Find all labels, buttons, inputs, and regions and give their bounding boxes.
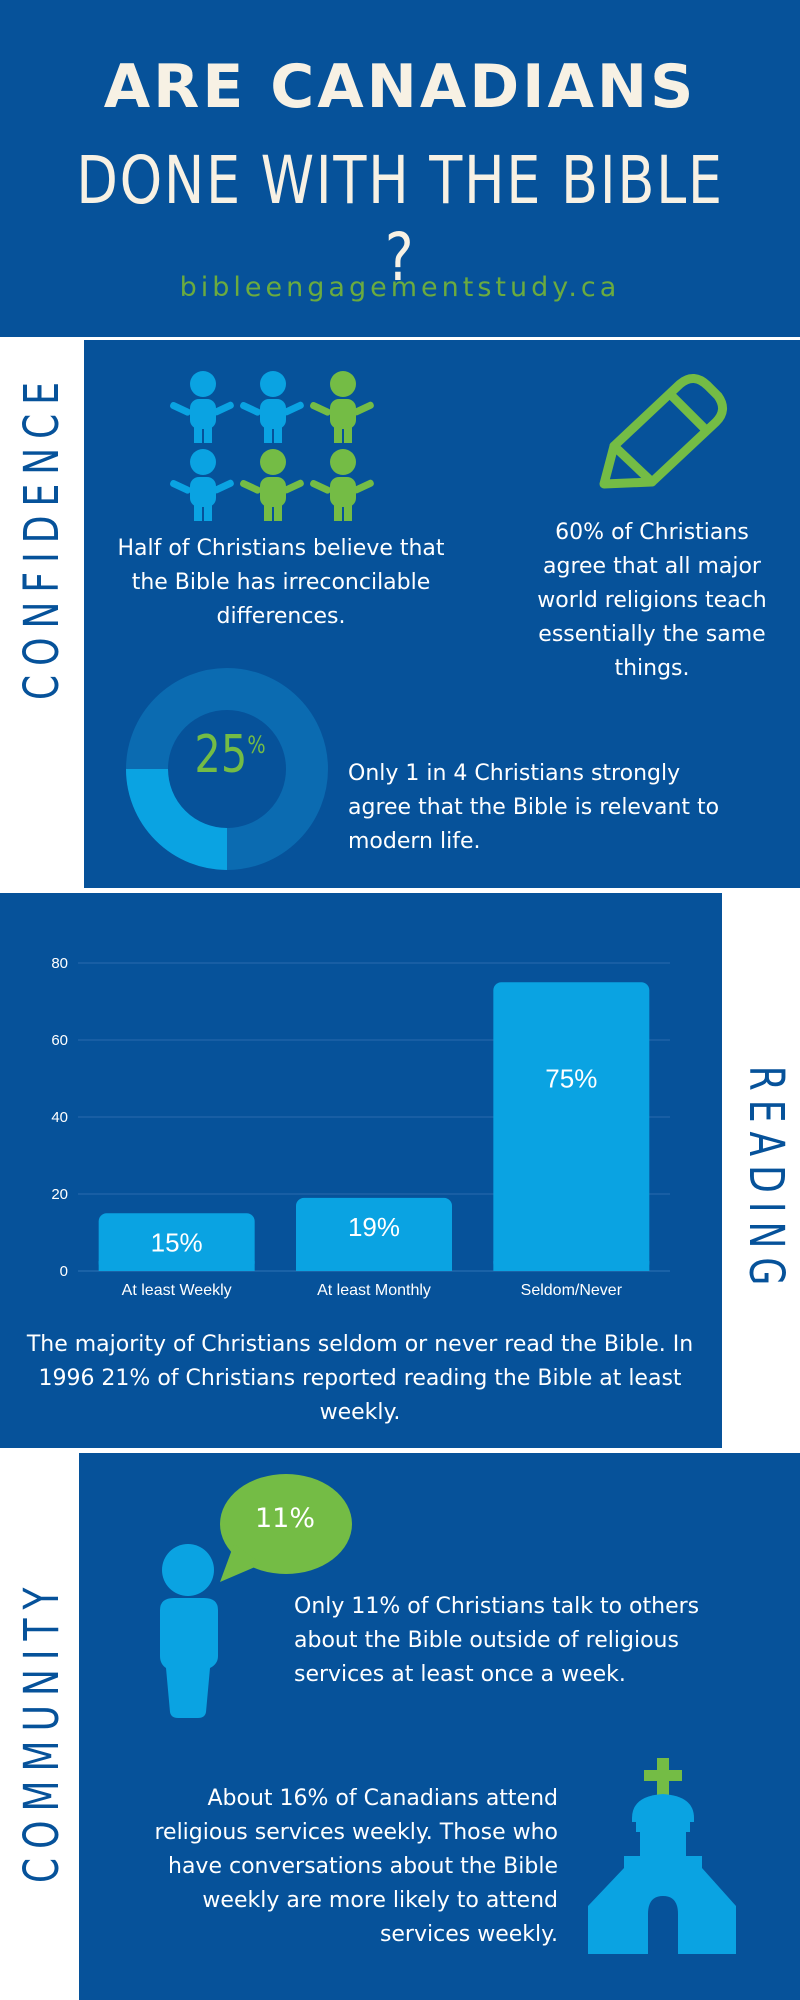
chart-bar-base bbox=[98, 1261, 255, 1271]
donut-unit: % bbox=[247, 731, 266, 759]
church-icon bbox=[588, 1758, 736, 1954]
person-icon bbox=[240, 371, 304, 443]
person-icon bbox=[310, 449, 374, 521]
community-section-label: COMMUNITY bbox=[14, 1578, 70, 1883]
person-icon bbox=[310, 371, 374, 443]
chart-bar-base bbox=[296, 1261, 452, 1271]
person-silhouette-icon bbox=[160, 1544, 218, 1718]
cross-icon bbox=[644, 1758, 682, 1800]
people-group-icon bbox=[170, 371, 374, 521]
chart-x-tick-label: At least Weekly bbox=[122, 1282, 232, 1299]
reading-section-label: READING bbox=[738, 1065, 794, 1295]
title-line-2: DONE WITH THE BIBLE ? bbox=[76, 142, 724, 296]
chart-y-tick-label: 80 bbox=[51, 955, 68, 972]
community-stat-attendance: About 16% of Canadians attend religious … bbox=[154, 1786, 558, 1947]
speaking-person-icon bbox=[160, 1474, 352, 1718]
speech-bubble-icon bbox=[220, 1474, 352, 1582]
header-banner bbox=[0, 0, 800, 337]
donut-chart bbox=[126, 668, 328, 870]
person-icon bbox=[170, 371, 234, 443]
person-icon bbox=[240, 449, 304, 521]
chart-x-tick-label: At least Monthly bbox=[317, 1282, 431, 1299]
confidence-panel bbox=[84, 340, 800, 888]
chart-y-tick-label: 20 bbox=[51, 1186, 68, 1203]
chart-data-label: 19% bbox=[348, 1212, 400, 1242]
confidence-section-label: CONFIDENCE bbox=[14, 372, 70, 700]
chart-data-label: 15% bbox=[151, 1227, 203, 1257]
donut-fill bbox=[126, 668, 328, 870]
chart-bar-base bbox=[493, 1261, 650, 1271]
reading-bar-chart: 0 20 40 60 80 15% At least Weekly 19% At least M… bbox=[51, 955, 670, 1299]
speech-bubble-percent: 11% bbox=[254, 1503, 315, 1534]
community-stat-talk: Only 11% of Christians talk to others ab… bbox=[294, 1594, 700, 1687]
donut-percent-label: 25% bbox=[166, 725, 294, 785]
chart-bar bbox=[493, 982, 650, 1271]
pencil-icon bbox=[599, 374, 727, 489]
chart-y-tick-label: 40 bbox=[51, 1109, 68, 1126]
confidence-stat-world-religions: 60% of Christians agree that all major w… bbox=[537, 520, 767, 681]
confidence-stat-relevance: Only 1 in 4 Christians strongly agree th… bbox=[348, 761, 720, 854]
person-icon bbox=[170, 449, 234, 521]
site-url[interactable]: bibleengagementstudy.ca bbox=[179, 272, 621, 303]
confidence-stat-irreconcilable: Half of Christians believe that the Bibl… bbox=[117, 536, 445, 629]
chart-y-tick-label: 60 bbox=[51, 1032, 68, 1049]
title-line-1: ARE CANADIANS bbox=[103, 52, 697, 122]
reading-caption: The majority of Christians seldom or nev… bbox=[26, 1332, 694, 1425]
chart-bar bbox=[98, 1213, 255, 1271]
donut-value: 25 bbox=[194, 725, 248, 785]
chart-x-tick-label: Seldom/Never bbox=[521, 1282, 623, 1299]
chart-data-label: 75% bbox=[545, 1063, 597, 1093]
chart-bar bbox=[296, 1197, 452, 1271]
chart-y-tick-label: 0 bbox=[60, 1263, 68, 1280]
